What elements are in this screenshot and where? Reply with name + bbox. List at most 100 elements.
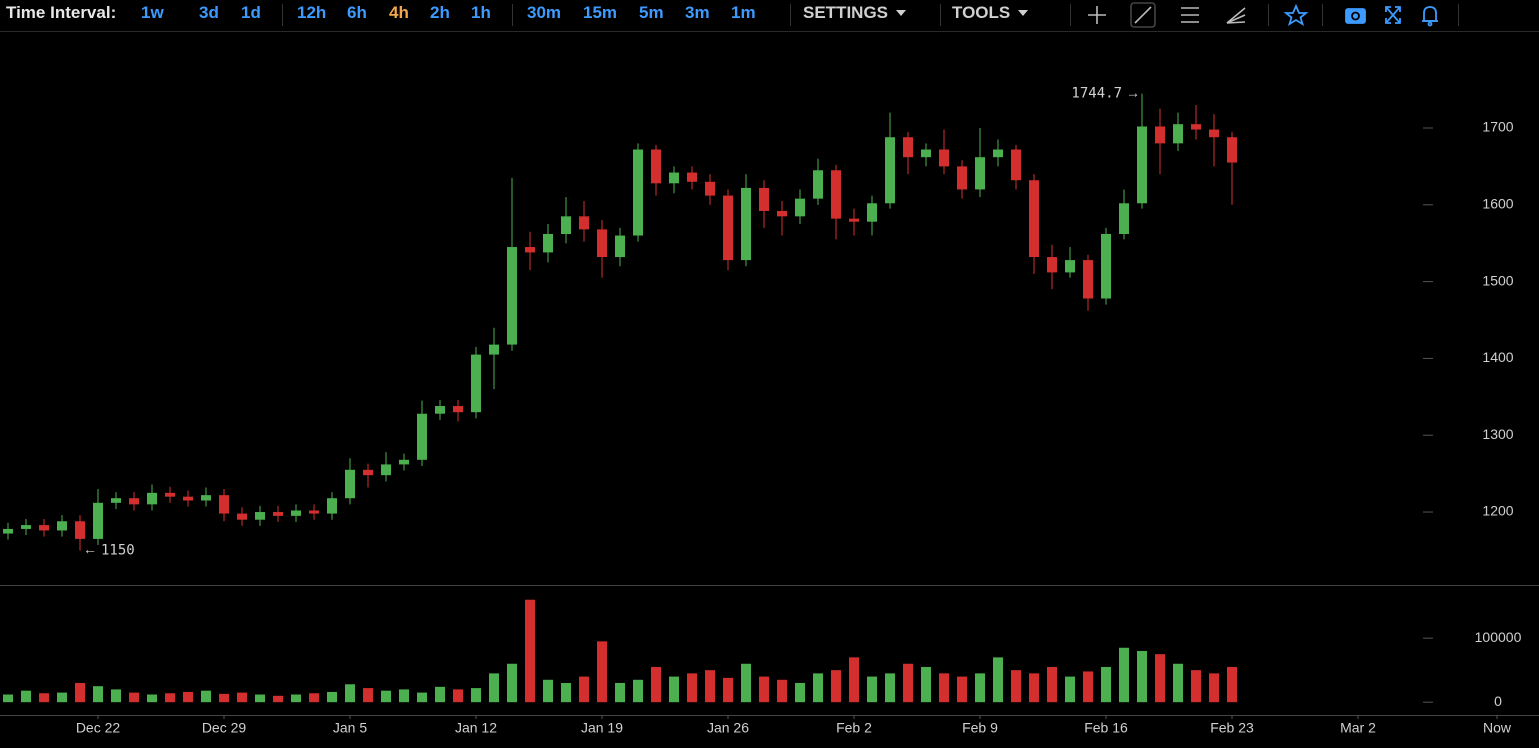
alert-icon[interactable] bbox=[1422, 6, 1438, 27]
fullscreen-icon[interactable] bbox=[1385, 6, 1401, 24]
interval-button[interactable]: 1d bbox=[241, 3, 261, 22]
candle-body bbox=[1119, 203, 1129, 234]
volume-bar bbox=[543, 679, 553, 703]
candle-body bbox=[3, 528, 13, 534]
interval-button[interactable]: 2h bbox=[430, 3, 450, 22]
volume-bar bbox=[1155, 654, 1165, 703]
volume-bar bbox=[273, 695, 283, 703]
candle-body bbox=[93, 502, 103, 539]
interval-button[interactable]: 1h bbox=[471, 3, 491, 22]
volume-bar bbox=[471, 688, 481, 703]
candle-body bbox=[219, 495, 229, 514]
menu-label[interactable]: TOOLS bbox=[952, 3, 1011, 22]
favorite-icon[interactable] bbox=[1283, 3, 1309, 27]
candle-body bbox=[1191, 124, 1201, 130]
volume-bar bbox=[1209, 673, 1219, 703]
candle-body bbox=[507, 247, 517, 345]
volume-bar bbox=[903, 663, 913, 703]
x-tick-label: Feb 9 bbox=[962, 720, 998, 736]
volume-bar bbox=[939, 673, 949, 703]
volume-bar bbox=[417, 692, 427, 703]
candle-body bbox=[885, 137, 895, 204]
volume-bar bbox=[327, 691, 337, 703]
candle-body bbox=[903, 137, 913, 158]
y-tick-label: 100000 bbox=[1475, 629, 1522, 645]
fan-icon[interactable] bbox=[1226, 7, 1246, 24]
volume-bar bbox=[723, 677, 733, 703]
interval-button[interactable]: 3m bbox=[685, 3, 710, 22]
candle-body bbox=[471, 354, 481, 413]
interval-button[interactable]: 30m bbox=[527, 3, 562, 22]
interval-button[interactable]: 3d bbox=[199, 3, 219, 22]
candle-body bbox=[39, 525, 49, 531]
volume-bar bbox=[633, 679, 643, 703]
volume-bar bbox=[1011, 670, 1021, 703]
toolbar-label: Time Interval: bbox=[6, 3, 117, 22]
separator bbox=[282, 4, 283, 26]
volume-bar bbox=[525, 599, 535, 703]
candle-body bbox=[921, 149, 931, 158]
candle-body bbox=[939, 149, 949, 167]
interval-button[interactable]: 6h bbox=[347, 3, 367, 22]
volume-bar bbox=[111, 689, 121, 703]
candle-body bbox=[597, 229, 607, 258]
volume-bar bbox=[975, 673, 985, 703]
y-tick-label: 0 bbox=[1494, 693, 1502, 709]
separator bbox=[1070, 4, 1071, 26]
interval-button[interactable]: 1m bbox=[731, 3, 756, 22]
candle-body bbox=[453, 406, 463, 413]
crosshair-icon[interactable] bbox=[1088, 6, 1106, 24]
volume-bar bbox=[1119, 647, 1129, 703]
volume-bar bbox=[957, 676, 967, 703]
interval-button[interactable]: 1w bbox=[141, 3, 164, 22]
candle-body bbox=[687, 172, 697, 182]
candle-body bbox=[525, 247, 535, 253]
interval-button[interactable]: 4h bbox=[389, 3, 409, 22]
candle-body bbox=[147, 492, 157, 505]
candle-body bbox=[489, 344, 499, 355]
volume-bar bbox=[291, 694, 301, 703]
candle-body bbox=[705, 181, 715, 196]
volume-bar bbox=[687, 673, 697, 703]
horizontal-lines-icon[interactable] bbox=[1181, 7, 1199, 23]
menu-button[interactable]: TOOLS bbox=[952, 3, 1032, 23]
volume-bar bbox=[579, 676, 589, 703]
x-tick-label: Feb 23 bbox=[1210, 720, 1254, 736]
y-tick-label: 1500 bbox=[1482, 272, 1513, 288]
dropdown-caret[interactable] bbox=[894, 8, 910, 18]
low-marker-label: 1150 bbox=[101, 542, 135, 558]
interval-button[interactable]: 5m bbox=[639, 3, 664, 22]
candle-body bbox=[1065, 260, 1075, 273]
menu-label[interactable]: SETTINGS bbox=[803, 3, 889, 22]
volume-bar bbox=[453, 689, 463, 703]
low-marker-arrow: ← bbox=[83, 541, 97, 557]
candle-body bbox=[615, 235, 625, 258]
x-tick-label: Jan 19 bbox=[581, 720, 623, 736]
x-tick-label: Mar 2 bbox=[1340, 720, 1376, 736]
volume-bar bbox=[741, 663, 751, 703]
volume-bar bbox=[489, 673, 499, 703]
candle-body bbox=[363, 469, 373, 476]
menu-button[interactable]: SETTINGS bbox=[803, 3, 910, 23]
volume-bar bbox=[1173, 663, 1183, 703]
candle-body bbox=[633, 149, 643, 236]
volume-bar bbox=[1137, 650, 1147, 703]
candle-body bbox=[993, 149, 1003, 158]
candle-body bbox=[1029, 180, 1039, 258]
candle-body bbox=[255, 512, 265, 520]
interval-button[interactable]: 15m bbox=[583, 3, 618, 22]
candle-body bbox=[111, 498, 121, 503]
volume-bar bbox=[1083, 671, 1093, 703]
y-tick-label: 1600 bbox=[1482, 196, 1513, 212]
candle-body bbox=[273, 512, 283, 516]
dropdown-caret[interactable] bbox=[1016, 8, 1032, 18]
volume-bar bbox=[381, 690, 391, 703]
y-tick-label: 1700 bbox=[1482, 119, 1513, 135]
volume-bar bbox=[993, 657, 1003, 703]
candle-body bbox=[1083, 260, 1093, 299]
x-tick-label: Jan 12 bbox=[455, 720, 497, 736]
snapshot-icon[interactable] bbox=[1345, 8, 1366, 24]
candle-body bbox=[723, 195, 733, 261]
line-icon[interactable] bbox=[1130, 2, 1156, 28]
interval-button[interactable]: 12h bbox=[297, 3, 327, 22]
